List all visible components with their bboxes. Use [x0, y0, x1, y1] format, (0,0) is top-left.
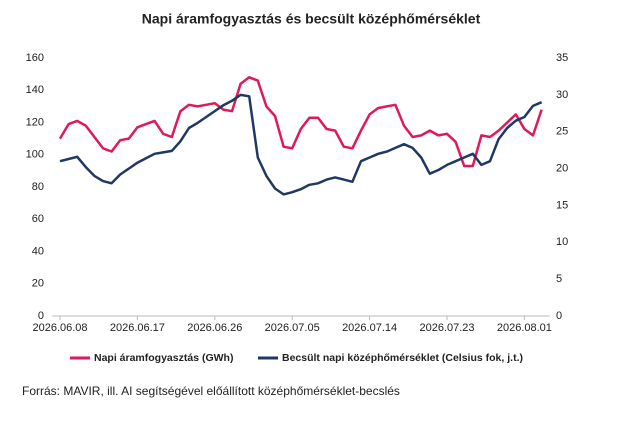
x-tick-label: 2026.07.14 — [342, 322, 397, 334]
y2-tick-label: 20 — [556, 162, 568, 174]
y2-tick-label: 5 — [556, 273, 562, 285]
series-line — [59, 93, 543, 196]
legend-label: Becsült napi középhőmérséklet (Celsius f… — [282, 352, 523, 364]
x-tick-label: 2026.06.08 — [32, 322, 87, 334]
y-tick-label: 60 — [32, 213, 44, 225]
series-line — [58, 76, 543, 168]
y-tick-label: 0 — [38, 310, 44, 322]
y2-tick-label: 30 — [556, 89, 568, 101]
y-tick-label: 100 — [26, 149, 44, 161]
y2-tick-label: 15 — [556, 199, 568, 211]
y-tick-label: 140 — [26, 84, 44, 96]
y2-tick-label: 35 — [556, 52, 568, 64]
y2-tick-label: 25 — [556, 126, 568, 138]
y-tick-label: 120 — [26, 116, 44, 128]
x-tick-label: 2026.06.17 — [110, 322, 165, 334]
source-note: Forrás: MAVIR, ill. AI segítségével előá… — [22, 384, 400, 398]
y2-tick-label: 0 — [556, 310, 562, 322]
x-tick-label: 2026.08.01 — [497, 322, 552, 334]
chart-title: Napi áramfogyasztás és becsült középhőmé… — [142, 11, 481, 27]
legend-label: Napi áramfogyasztás (GWh) — [94, 352, 233, 364]
x-tick-label: 2026.07.05 — [265, 322, 320, 334]
y-tick-label: 20 — [32, 278, 44, 290]
y2-tick-label: 10 — [556, 236, 568, 248]
y-tick-label: 40 — [32, 245, 44, 257]
y-tick-label: 160 — [26, 52, 44, 64]
y-tick-label: 80 — [32, 181, 44, 193]
x-tick-label: 2026.07.23 — [419, 322, 474, 334]
x-tick-label: 2026.06.26 — [187, 322, 242, 334]
